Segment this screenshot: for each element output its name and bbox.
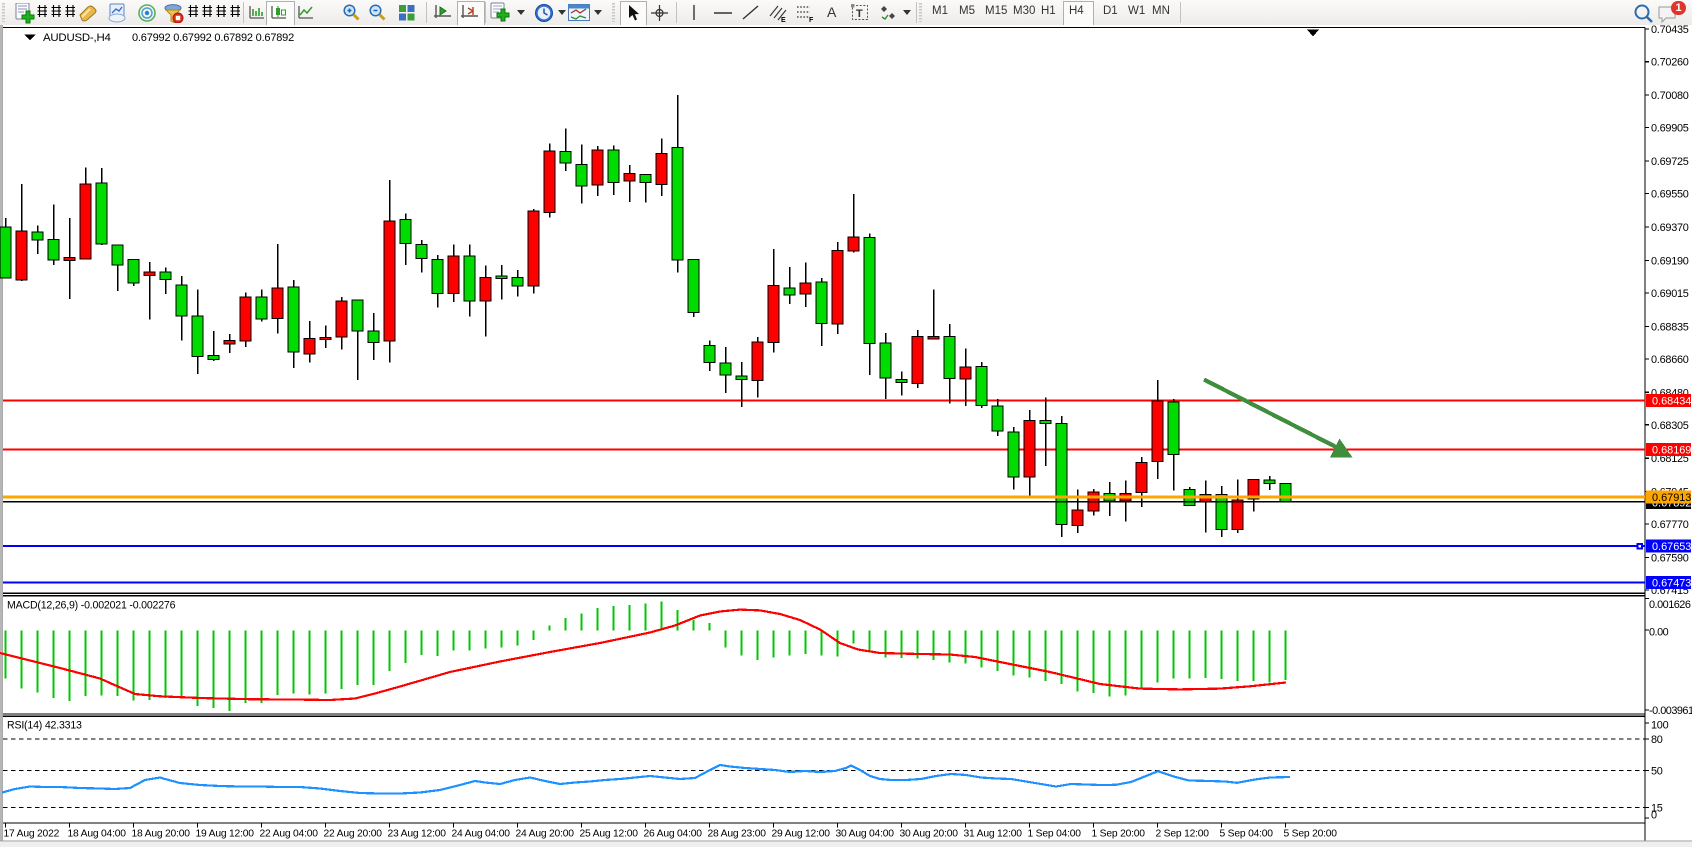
svg-text:5 Sep 04:00: 5 Sep 04:00 [1220, 829, 1274, 840]
svg-text:0.68434: 0.68434 [1652, 396, 1691, 408]
svg-text:0.67992 0.67992 0.67892 0.6789: 0.67992 0.67992 0.67892 0.67892 [132, 32, 294, 44]
svg-text:0.69725: 0.69725 [1651, 156, 1689, 168]
svg-text:0.69370: 0.69370 [1651, 222, 1689, 234]
svg-text:0.001626: 0.001626 [1649, 599, 1691, 611]
svg-text:29 Aug 12:00: 29 Aug 12:00 [772, 829, 831, 840]
svg-text:AUDUSD-,H4: AUDUSD-,H4 [43, 32, 111, 44]
svg-text:0.67770: 0.67770 [1651, 519, 1689, 531]
svg-text:0.67590: 0.67590 [1651, 553, 1689, 565]
svg-text:0.70435: 0.70435 [1651, 25, 1689, 36]
svg-text:24 Aug 04:00: 24 Aug 04:00 [452, 829, 511, 840]
svg-text:23 Aug 12:00: 23 Aug 12:00 [388, 829, 447, 840]
svg-text:E: E [781, 17, 786, 23]
svg-text:1 Sep 20:00: 1 Sep 20:00 [1092, 829, 1146, 840]
svg-text:RSI(14) 42.3313: RSI(14) 42.3313 [7, 720, 82, 732]
svg-text:28 Aug 23:00: 28 Aug 23:00 [708, 829, 767, 840]
svg-text:100: 100 [1651, 720, 1669, 732]
svg-text:22 Aug 04:00: 22 Aug 04:00 [260, 829, 319, 840]
svg-text:-0.003961: -0.003961 [1649, 705, 1692, 717]
svg-text:31 Aug 12:00: 31 Aug 12:00 [964, 829, 1023, 840]
svg-text:5 Sep 20:00: 5 Sep 20:00 [1284, 829, 1338, 840]
svg-text:0.68660: 0.68660 [1651, 354, 1689, 366]
svg-text:0.70080: 0.70080 [1651, 90, 1689, 102]
svg-text:0.67473: 0.67473 [1652, 578, 1691, 590]
svg-text:MACD(12,26,9) -0.002021 -0.002: MACD(12,26,9) -0.002021 -0.002276 [7, 600, 176, 612]
svg-text:0.69015: 0.69015 [1651, 288, 1689, 300]
svg-text:0.70260: 0.70260 [1651, 57, 1689, 69]
svg-text:T: T [856, 8, 863, 20]
svg-text:0.00: 0.00 [1649, 627, 1669, 639]
svg-text:15: 15 [1651, 803, 1663, 815]
svg-text:2 Sep 12:00: 2 Sep 12:00 [1156, 829, 1210, 840]
svg-text:0: 0 [1651, 810, 1657, 822]
svg-text:18 Aug 04:00: 18 Aug 04:00 [68, 829, 127, 840]
svg-text:30 Aug 04:00: 30 Aug 04:00 [836, 829, 895, 840]
svg-text:1 Sep 04:00: 1 Sep 04:00 [1028, 829, 1082, 840]
svg-text:25 Aug 12:00: 25 Aug 12:00 [580, 829, 639, 840]
svg-text:0.68169: 0.68169 [1652, 445, 1691, 457]
svg-text:17 Aug 2022: 17 Aug 2022 [4, 829, 60, 840]
svg-text:22 Aug 20:00: 22 Aug 20:00 [324, 829, 383, 840]
svg-text:19 Aug 12:00: 19 Aug 12:00 [196, 829, 255, 840]
svg-text:0.69550: 0.69550 [1651, 189, 1689, 201]
svg-text:0.68835: 0.68835 [1651, 321, 1689, 333]
svg-text:24 Aug 20:00: 24 Aug 20:00 [516, 829, 575, 840]
svg-text:0.69905: 0.69905 [1651, 123, 1689, 135]
svg-text:0.67653: 0.67653 [1652, 541, 1691, 553]
svg-text:0.67913: 0.67913 [1652, 492, 1691, 504]
svg-text:30 Aug 20:00: 30 Aug 20:00 [900, 829, 959, 840]
svg-text:0.69190: 0.69190 [1651, 255, 1689, 267]
svg-text:F: F [809, 17, 814, 23]
svg-text:80: 80 [1651, 734, 1663, 746]
svg-text:50: 50 [1651, 766, 1663, 778]
svg-text:26 Aug 04:00: 26 Aug 04:00 [644, 829, 703, 840]
svg-text:0.68305: 0.68305 [1651, 420, 1689, 432]
svg-text:18 Aug 20:00: 18 Aug 20:00 [132, 829, 191, 840]
